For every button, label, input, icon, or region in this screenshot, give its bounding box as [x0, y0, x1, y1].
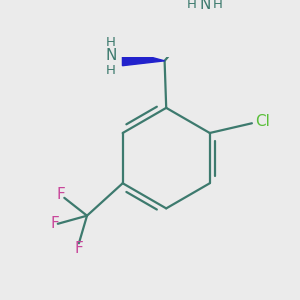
Text: H: H	[106, 37, 116, 50]
Text: Cl: Cl	[255, 114, 270, 129]
Text: F: F	[57, 187, 65, 202]
Text: F: F	[50, 216, 59, 231]
Text: H: H	[187, 0, 197, 11]
Text: N: N	[200, 0, 211, 12]
Polygon shape	[122, 50, 165, 66]
Text: H: H	[106, 64, 116, 77]
Text: N: N	[105, 48, 117, 63]
Text: F: F	[74, 241, 83, 256]
Text: H: H	[213, 0, 223, 11]
